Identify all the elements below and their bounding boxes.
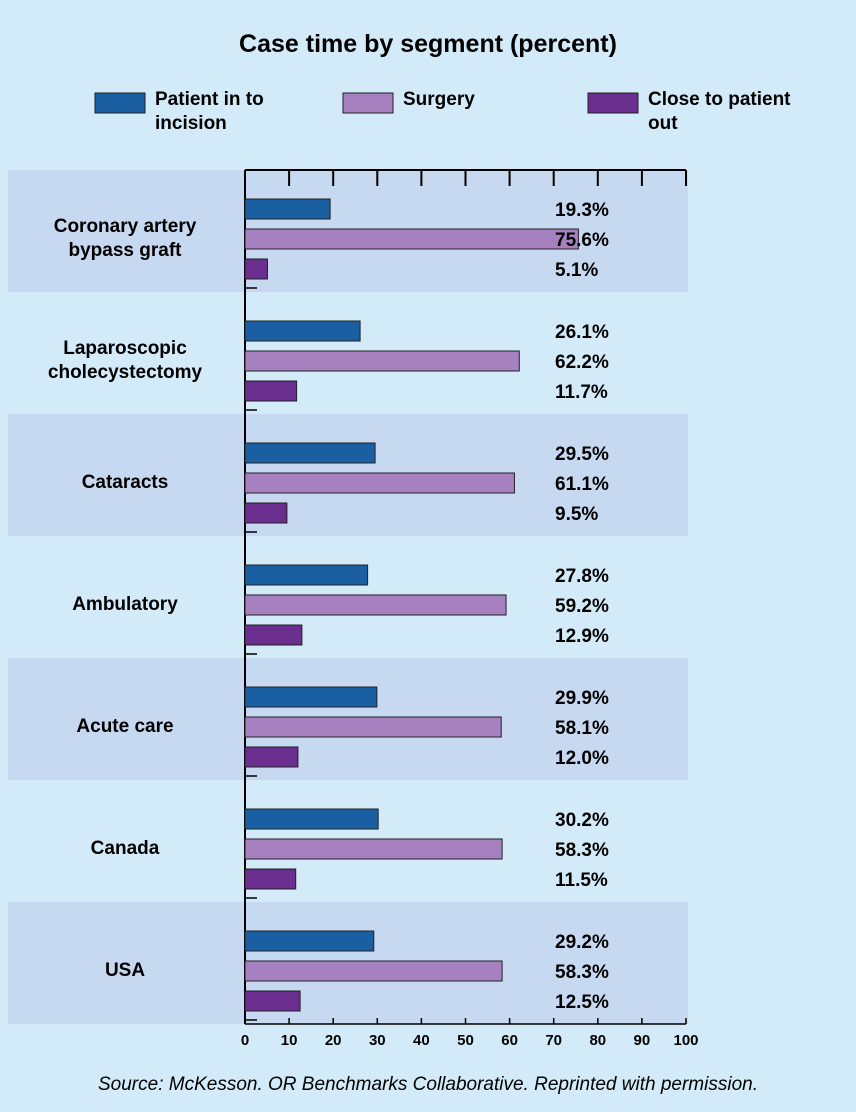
bar xyxy=(244,472,515,494)
x-tick-label: 40 xyxy=(413,1032,430,1049)
value-label: 58.3% xyxy=(555,962,609,983)
value-label: 19.3% xyxy=(555,200,609,221)
x-tick-label: 30 xyxy=(369,1032,386,1049)
bar xyxy=(244,716,502,738)
bar xyxy=(244,442,376,464)
y-tick-label: Laparoscopic cholecystectomy xyxy=(47,338,203,383)
y-tick-label: Cataracts xyxy=(81,472,169,493)
value-label: 58.3% xyxy=(555,840,609,861)
y-tick-label: Acute care xyxy=(76,716,174,737)
bar xyxy=(244,746,299,768)
value-label: 12.9% xyxy=(555,626,609,647)
legend-swatch xyxy=(587,92,639,114)
value-label: 12.0% xyxy=(555,748,609,769)
bar xyxy=(244,594,507,616)
value-label: 27.8% xyxy=(555,566,609,587)
bar xyxy=(244,930,375,952)
bar xyxy=(244,808,379,830)
bar xyxy=(244,320,361,342)
value-label: 12.5% xyxy=(555,992,609,1013)
bar xyxy=(244,624,303,646)
x-tick-label: 0 xyxy=(241,1032,249,1049)
x-tick-label: 90 xyxy=(634,1032,651,1049)
x-tick-label: 20 xyxy=(325,1032,342,1049)
legend-label: Patient in to incision xyxy=(155,89,264,134)
bar xyxy=(244,380,298,402)
bar xyxy=(244,990,301,1012)
y-tick-label: Coronary artery bypass graft xyxy=(53,216,197,261)
value-label: 5.1% xyxy=(555,260,598,281)
bar xyxy=(244,564,369,586)
x-tick-label: 80 xyxy=(589,1032,606,1049)
bar xyxy=(244,228,579,250)
value-label: 59.2% xyxy=(555,596,609,617)
bar xyxy=(244,868,297,890)
y-tick-label: Canada xyxy=(90,838,160,859)
value-label: 75.6% xyxy=(555,230,609,251)
x-tick-label: 60 xyxy=(501,1032,518,1049)
bar xyxy=(244,258,268,280)
bar xyxy=(244,838,503,860)
x-tick-label: 10 xyxy=(281,1032,298,1049)
chart-title: Case time by segment (percent) xyxy=(239,30,617,58)
bar xyxy=(244,350,520,372)
value-label: 29.5% xyxy=(555,444,609,465)
value-label: 11.7% xyxy=(555,382,608,403)
value-label: 26.1% xyxy=(555,322,609,343)
value-label: 30.2% xyxy=(555,810,609,831)
value-label: 61.1% xyxy=(555,474,609,495)
legend-swatch xyxy=(342,92,394,114)
bar xyxy=(244,198,331,220)
bar xyxy=(244,960,503,982)
legend-label: Close to patient out xyxy=(648,89,791,134)
bar xyxy=(244,686,378,708)
y-tick-label: USA xyxy=(104,960,146,981)
value-label: 11.5% xyxy=(555,870,608,891)
legend-swatch xyxy=(94,92,146,114)
x-tick-label: 50 xyxy=(457,1032,474,1049)
source: Source: McKesson. OR Benchmarks Collabor… xyxy=(98,1074,758,1095)
x-tick-label: 100 xyxy=(673,1032,698,1049)
value-label: 9.5% xyxy=(555,504,598,525)
value-label: 62.2% xyxy=(555,352,609,373)
value-label: 29.9% xyxy=(555,688,609,709)
bar xyxy=(244,502,288,524)
legend-label: Surgery xyxy=(403,89,475,110)
value-label: 58.1% xyxy=(555,718,609,739)
x-tick-label: 70 xyxy=(545,1032,562,1049)
y-tick-label: Ambulatory xyxy=(72,594,178,615)
value-label: 29.2% xyxy=(555,932,609,953)
